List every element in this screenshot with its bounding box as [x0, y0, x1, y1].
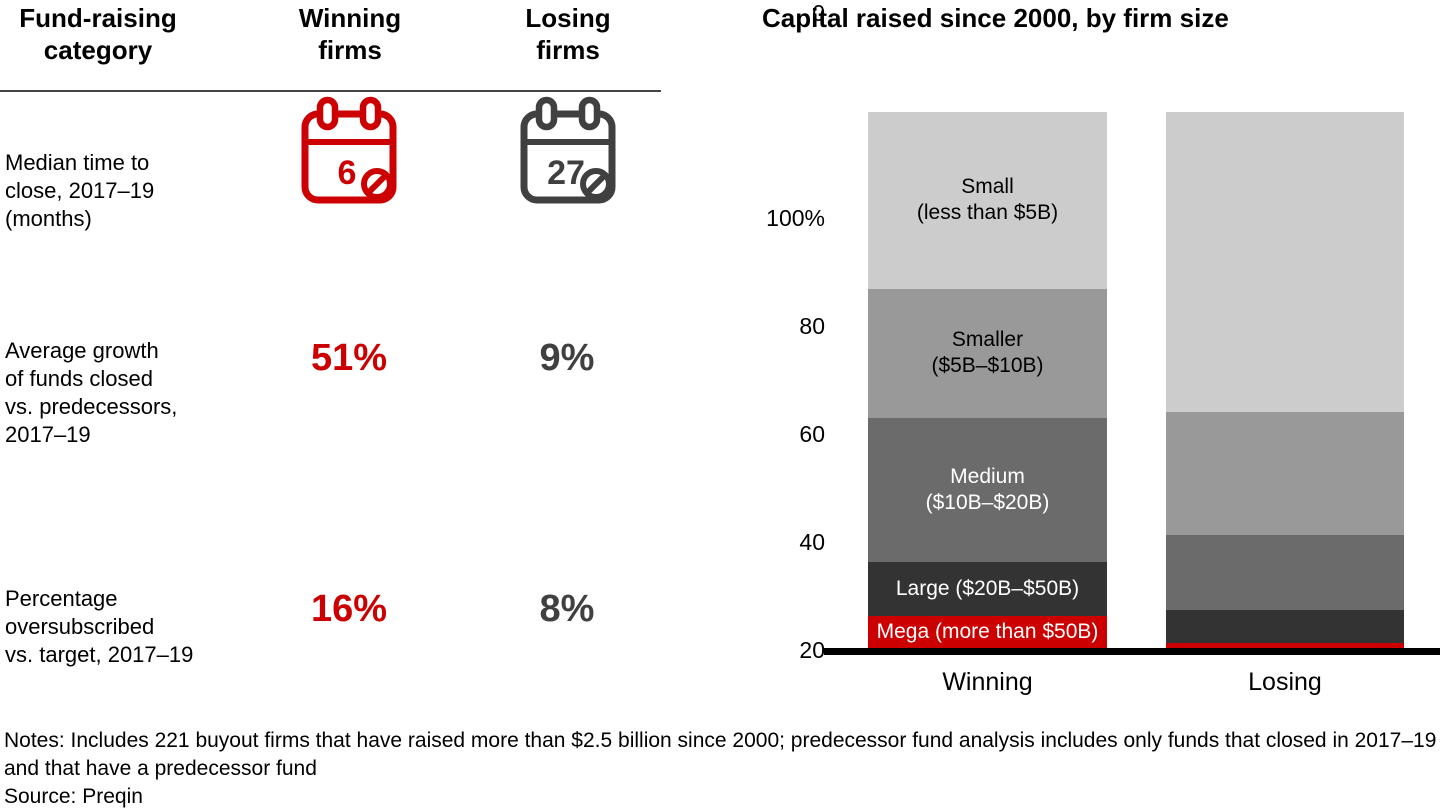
calendar-icon-winning: 6 — [301, 96, 397, 204]
footer: Notes: Includes 221 buyout firms that ha… — [4, 727, 1439, 810]
losing-bar — [1166, 112, 1404, 648]
segment-medium-winning: Medium ($10B–$20B) — [868, 417, 1107, 563]
calendar-icon-losing: 27 — [520, 96, 616, 204]
calendar-value-losing: 27 — [547, 154, 585, 192]
y-axis-tick-100: 100% — [766, 205, 825, 231]
table-header-winning: Winning firms — [298, 3, 402, 65]
segment-mega-losing — [1166, 642, 1404, 648]
value-winning-growth: 51% — [310, 337, 388, 379]
value-losing-oversubscribed: 8% — [539, 588, 595, 630]
x-axis-line — [824, 648, 1440, 655]
header-divider — [0, 90, 661, 92]
segment-smaller-losing — [1166, 412, 1404, 536]
table-header-category: Fund-raising category — [19, 3, 177, 65]
segment-label: Small (less than $5B) — [916, 175, 1059, 225]
value-losing-growth: 9% — [539, 337, 595, 379]
segment-large-losing — [1166, 610, 1404, 643]
segment-small-losing — [1166, 112, 1404, 413]
segment-medium-losing — [1166, 535, 1404, 611]
y-axis-tick-20: 20 — [799, 637, 825, 663]
y-axis-tick-40: 40 — [799, 529, 825, 555]
notes-text: Notes: Includes 221 buyout firms that ha… — [4, 729, 1437, 780]
y-axis-tick-0: 0 — [812, 0, 825, 26]
segment-mega-winning: Mega (more than $50B) — [868, 615, 1107, 648]
x-label-losing: Losing — [1248, 668, 1322, 696]
segment-large-winning: Large ($20B–$50B) — [868, 562, 1107, 616]
value-winning-oversubscribed: 16% — [310, 588, 388, 630]
segment-label: Mega (more than $50B) — [876, 619, 1099, 643]
table-header-losing: Losing firms — [525, 3, 611, 65]
row-label-avg-growth: Average growth of funds closed vs. prede… — [5, 338, 178, 447]
x-label-winning: Winning — [942, 668, 1033, 696]
source-text: Source: Preqin — [4, 785, 143, 808]
segment-label: Large ($20B–$50B) — [895, 577, 1080, 601]
segment-label: Medium ($10B–$20B) — [925, 464, 1050, 514]
calendar-value-winning: 6 — [338, 154, 357, 192]
chart-title: Capital raised since 2000, by firm size — [762, 3, 1229, 33]
segment-small-winning: Small (less than $5B) — [868, 112, 1107, 289]
row-label-median-time: Median time to close, 2017–19 (months) — [5, 150, 155, 231]
segment-label: Smaller ($5B–$10B) — [931, 328, 1044, 378]
y-axis-tick-60: 60 — [799, 421, 825, 447]
row-label-oversubscribed: Percentage oversubscribed vs. target, 20… — [5, 586, 194, 667]
y-axis-tick-80: 80 — [799, 313, 825, 339]
winning-bar: Small (less than $5B) Smaller ($5B–$10B) M… — [868, 112, 1107, 648]
segment-smaller-winning: Smaller ($5B–$10B) — [868, 288, 1107, 418]
